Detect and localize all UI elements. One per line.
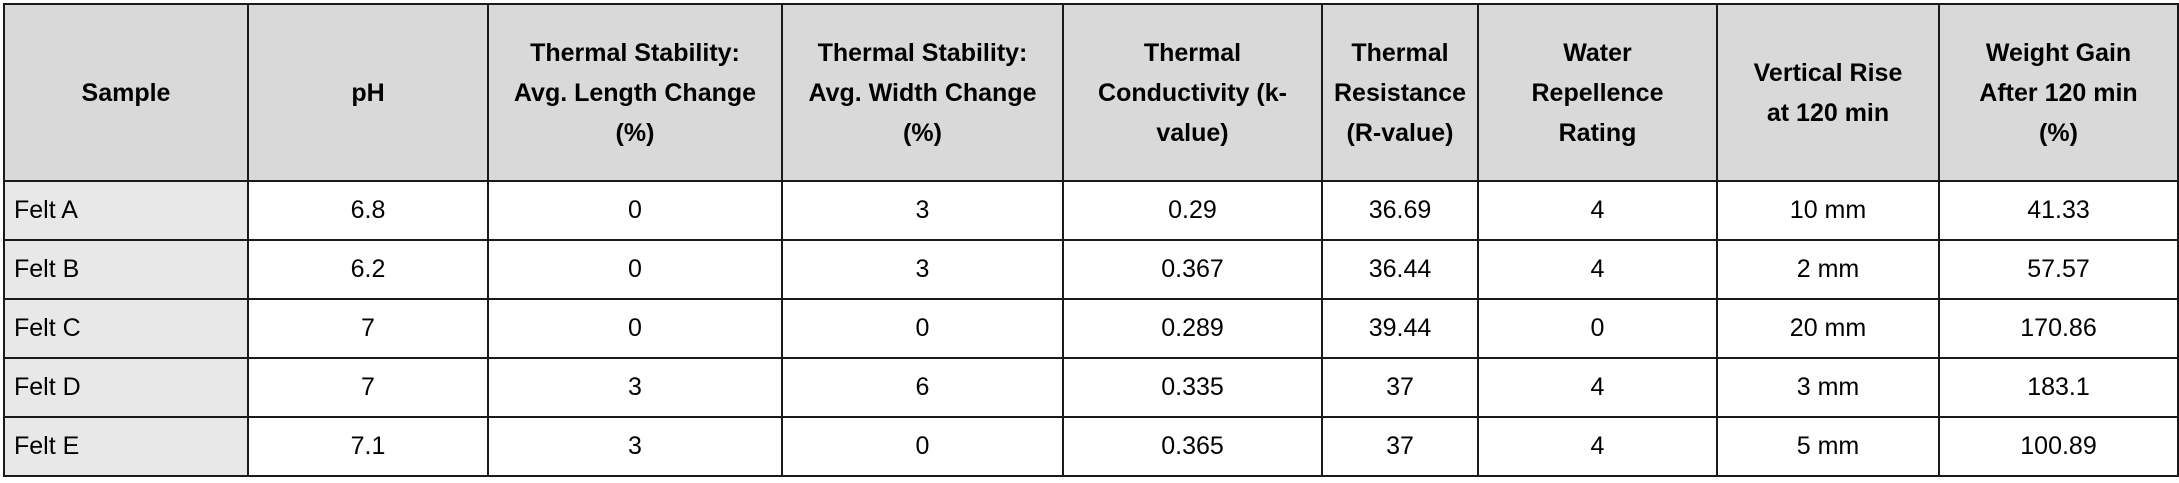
table-cell[interactable]: 7.1 [247,416,489,477]
table-cell[interactable]: 170.86 [1938,298,2179,359]
table-row: Felt D 7 3 6 0.335 37 4 3 mm 183.1 [3,357,2179,418]
column-header[interactable]: Thermal Conductivity (k-value) [1062,3,1323,182]
column-header-text: pH [351,78,385,107]
table-header: Sample pH Thermal Stability: Avg. Length Ch… [3,3,2179,182]
table-row: Felt A 6.8 0 3 0.29 36.69 4 10 mm 41.33 [3,180,2179,241]
table-cell[interactable]: 4 [1477,357,1718,418]
sample-name-cell[interactable]: Felt B [3,239,249,300]
table-cell[interactable]: 20 mm [1716,298,1940,359]
table-cell[interactable]: 37 [1321,357,1479,418]
table-cell[interactable]: 0 [1477,298,1718,359]
column-header-text: (%) [615,118,655,147]
column-header[interactable]: Sample [3,3,249,182]
table-cell[interactable]: 37 [1321,416,1479,477]
column-header-text: Repellence [1531,78,1664,107]
table-row: Felt C 7 0 0 0.289 39.44 0 20 mm 170.86 [3,298,2179,359]
table-cell[interactable]: 3 [487,416,783,477]
table-cell[interactable]: 3 mm [1716,357,1940,418]
column-header-text: (R-value) [1346,118,1454,147]
column-header-text: (%) [2039,118,2078,147]
column-header[interactable]: Thermal Stability: Avg. Length Change (%) [487,3,783,182]
table-body: Felt A 6.8 0 3 0.29 36.69 4 10 mm 41.33 Felt B 6.2… [3,180,2179,477]
table-cell[interactable]: 0 [781,416,1064,477]
column-header[interactable]: Thermal Stability: Avg. Width Change (%) [781,3,1064,182]
table-cell[interactable]: 0.289 [1062,298,1323,359]
column-header[interactable]: Weight Gain After 120 min (%) [1938,3,2179,182]
table-cell[interactable]: 41.33 [1938,180,2179,241]
table-cell[interactable]: 100.89 [1938,416,2179,477]
table-cell[interactable]: 0 [781,298,1064,359]
table-cell[interactable]: 7 [247,357,489,418]
column-header-text: Resistance [1333,78,1467,107]
column-header-text: (%) [903,118,942,147]
table-cell[interactable]: 6.8 [247,180,489,241]
column-header-text: Vertical Rise [1753,58,1903,87]
table-cell[interactable]: 0 [487,239,783,300]
table-cell[interactable]: 0.29 [1062,180,1323,241]
table-cell[interactable]: 0.335 [1062,357,1323,418]
column-header-text: Conductivity (k- [1098,78,1287,107]
table-cell[interactable]: 3 [781,239,1064,300]
column-header[interactable]: Thermal Resistance (R-value) [1321,3,1479,182]
table-cell[interactable]: 39.44 [1321,298,1479,359]
table-cell[interactable]: 0.367 [1062,239,1323,300]
table-cell[interactable]: 0 [487,298,783,359]
column-header-text: Thermal Stability: [817,38,1028,67]
table-cell[interactable]: 3 [781,180,1064,241]
table-cell[interactable]: 57.57 [1938,239,2179,300]
sample-name-cell[interactable]: Felt E [3,416,249,477]
table-cell[interactable]: 5 mm [1716,416,1940,477]
column-header-text: value) [1156,118,1229,147]
table-cell[interactable]: 0.365 [1062,416,1323,477]
table-cell[interactable]: 7 [247,298,489,359]
table-cell[interactable]: 10 mm [1716,180,1940,241]
column-header-text: Water [1563,38,1632,67]
column-header-text: Sample [81,78,171,107]
column-header-text: Avg. Length Change [513,78,757,107]
table-cell[interactable]: 6.2 [247,239,489,300]
sample-name-cell[interactable]: Felt D [3,357,249,418]
column-header-text: at 120 min [1766,98,1890,127]
spreadsheet-table-container: Sample pH Thermal Stability: Avg. Length Ch… [3,3,2179,477]
table-cell[interactable]: 3 [487,357,783,418]
table-cell[interactable]: 36.44 [1321,239,1479,300]
table-cell[interactable]: 36.69 [1321,180,1479,241]
table-row: Felt E 7.1 3 0 0.365 37 4 5 mm 100.89 [3,416,2179,477]
sample-name-cell[interactable]: Felt C [3,298,249,359]
header-row: Sample pH Thermal Stability: Avg. Length Ch… [3,3,2179,182]
column-header-text: After 120 min [1979,78,2138,107]
felt-properties-table: Sample pH Thermal Stability: Avg. Length Ch… [3,3,2179,477]
column-header[interactable]: pH [247,3,489,182]
table-cell[interactable]: 2 mm [1716,239,1940,300]
table-row: Felt B 6.2 0 3 0.367 36.44 4 2 mm 57.57 [3,239,2179,300]
column-header[interactable]: Water Repellence Rating [1477,3,1718,182]
column-header-text: Thermal [1143,38,1242,67]
column-header-text: Thermal [1351,38,1449,67]
table-cell[interactable]: 6 [781,357,1064,418]
table-cell[interactable]: 0 [487,180,783,241]
column-header[interactable]: Vertical Rise at 120 min [1716,3,1940,182]
table-cell[interactable]: 4 [1477,239,1718,300]
column-header-text: Rating [1558,118,1637,147]
column-header-text: Weight Gain [1985,38,2132,67]
table-cell[interactable]: 4 [1477,180,1718,241]
table-cell[interactable]: 183.1 [1938,357,2179,418]
column-header-text: Avg. Width Change [808,78,1037,107]
column-header-text: Thermal Stability: [530,38,740,67]
table-cell[interactable]: 4 [1477,416,1718,477]
sample-name-cell[interactable]: Felt A [3,180,249,241]
